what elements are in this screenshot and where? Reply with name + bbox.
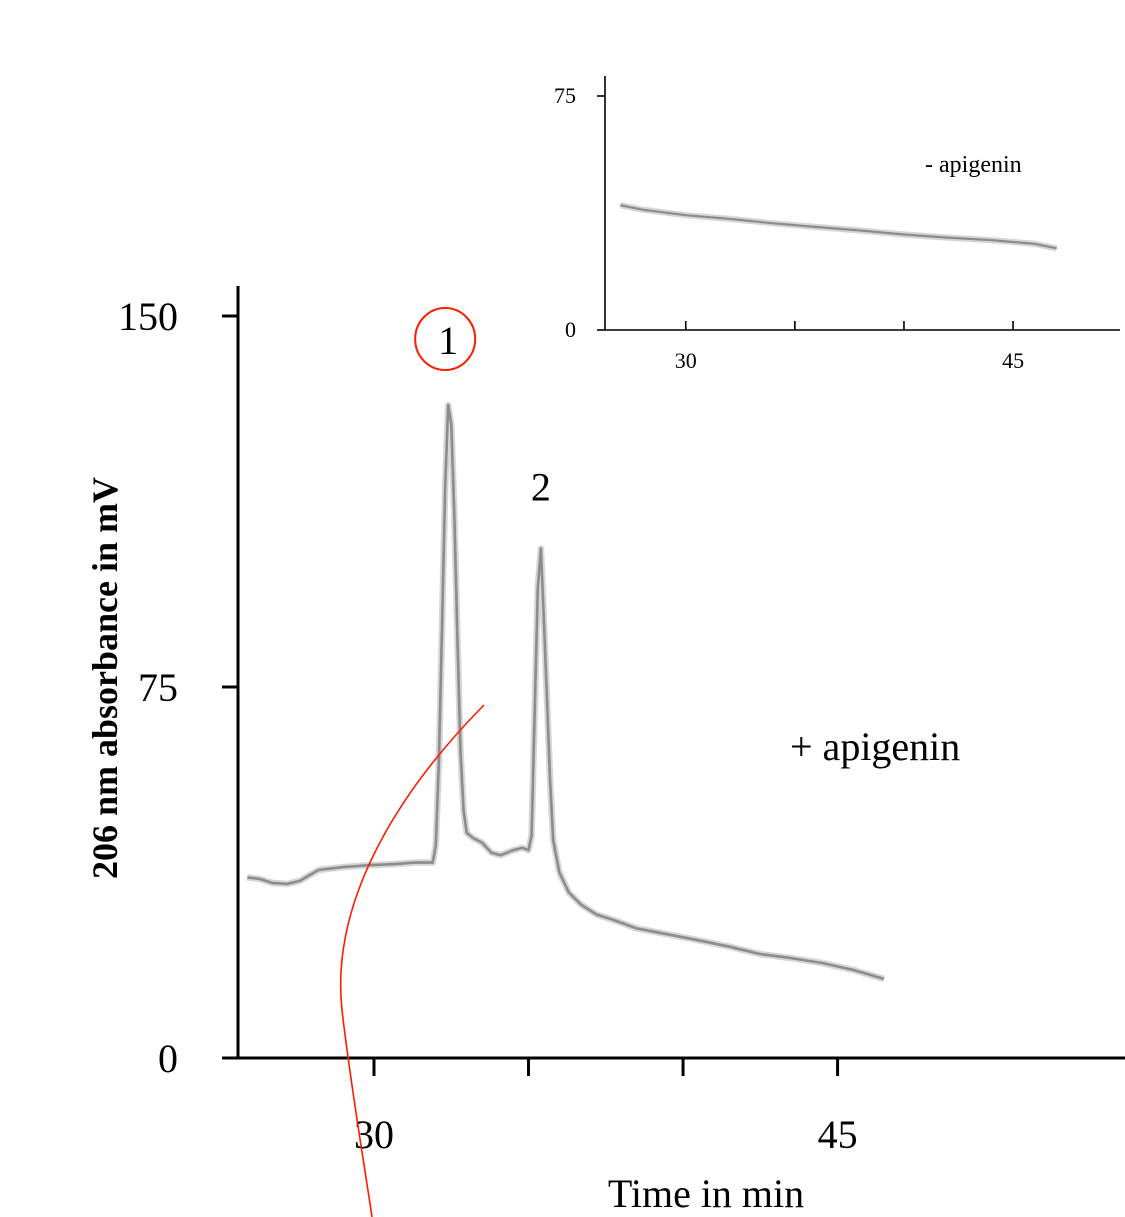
main-y-tick-label: 0	[158, 1036, 178, 1081]
main-y-tick-label: 75	[138, 665, 178, 710]
main-trace-halo	[246, 401, 885, 983]
peak-label-1: 1	[438, 318, 458, 363]
inset-y-tick-label: 0	[565, 317, 576, 342]
main-x-tick-label: 45	[818, 1112, 858, 1157]
main-x-tick-label: 30	[354, 1112, 394, 1157]
inset-trace-line	[620, 204, 1057, 250]
main-chart-panel: 0 75 150 30 45 Time in min 206 nm absorbance i…	[85, 286, 1125, 1216]
main-y-tick-label: 150	[118, 294, 178, 339]
inset-x-tick-label: 45	[1002, 348, 1024, 373]
inset-y-tick-label: 75	[554, 83, 576, 108]
main-y-axis-title: 206 nm absorbance in mV	[85, 477, 125, 879]
inset-x-tick-label: 30	[675, 348, 697, 373]
main-trace-line	[247, 403, 885, 981]
main-condition-label: + apigenin	[790, 724, 960, 769]
inset-condition-label: - apigenin	[925, 152, 1022, 178]
peak-label-2: 2	[531, 464, 551, 509]
main-x-axis-title: Time in min	[608, 1171, 804, 1216]
callout-decoration	[339, 307, 485, 1217]
peak-1-circle	[414, 307, 477, 372]
callout-curve	[339, 704, 485, 1217]
inset-chart-panel: 0 75 30 45 - apigenin	[554, 76, 1125, 373]
inset-background	[603, 76, 1125, 334]
